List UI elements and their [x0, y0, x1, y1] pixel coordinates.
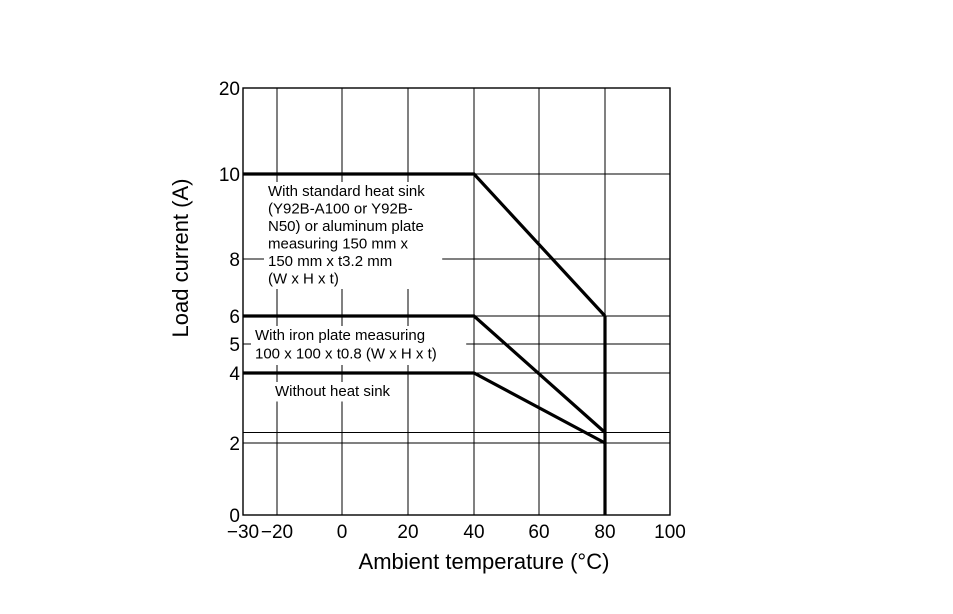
x-tick-label: 100: [654, 522, 686, 543]
series-label-line: (W x H x t): [268, 271, 339, 288]
series-label-line: (Y92B-A100 or Y92B-: [268, 201, 413, 218]
reference-lines: [243, 315, 670, 444]
curve-labels: With standard heat sink(Y92B-A100 or Y92…: [251, 182, 467, 402]
series-label-line: 150 mm x t3.2 mm: [268, 253, 392, 270]
plot-frame: [242, 87, 671, 516]
tick-labels: −30 −20 0 20 40 60 80 100 0 2 4 5 6 8 10 20: [219, 79, 686, 543]
series-label-background-1: [264, 182, 443, 289]
y-axis-label: Load current (A): [168, 179, 193, 338]
series-label-line: 100 x 100 x t0.8 (W x H x t): [255, 346, 437, 363]
y-tick-label: 6: [229, 307, 240, 328]
x-axis-label: Ambient temperature (°C): [359, 549, 610, 574]
y-tick-label: 5: [229, 335, 240, 356]
y-tick-label: 20: [219, 79, 240, 100]
x-tick-label: 0: [337, 522, 348, 543]
y-tick-label: 2: [229, 434, 240, 455]
series-label-line: With standard heat sink: [268, 183, 425, 200]
derating-curves: [243, 172, 607, 515]
series-line-3: [243, 371, 606, 445]
y-tick-label: 8: [229, 250, 240, 271]
series-label-line: measuring 150 mm x: [268, 236, 409, 253]
series-label-background-3: [271, 382, 405, 402]
x-tick-label: −30: [227, 522, 259, 543]
series-label-line: Without heat sink: [275, 383, 391, 400]
x-tick-label: 60: [528, 522, 549, 543]
x-tick-label: −20: [261, 522, 293, 543]
series-line-1: [243, 172, 607, 318]
y-tick-label: 4: [229, 364, 240, 385]
x-tick-label: 20: [397, 522, 418, 543]
series-label-line: With iron plate measuring: [255, 327, 425, 344]
series-label-background-2: [251, 326, 467, 365]
series-label-line: N50) or aluminum plate: [268, 218, 424, 235]
x-tick-label: 40: [463, 522, 484, 543]
y-tick-label: 0: [229, 506, 240, 527]
series-line-2: [243, 314, 607, 434]
y-tick-label: 10: [219, 165, 240, 186]
x-tick-label: 80: [594, 522, 615, 543]
